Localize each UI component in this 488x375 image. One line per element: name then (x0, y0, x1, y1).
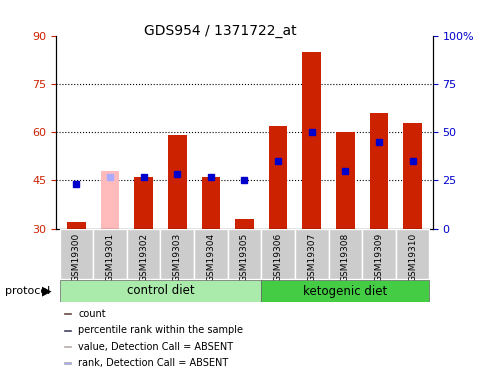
Text: GSM19308: GSM19308 (340, 233, 349, 282)
Bar (134, 177, 153, 229)
Bar (126, 229, 160, 279)
Text: protocol: protocol (5, 286, 50, 296)
Text: GSM19309: GSM19309 (374, 233, 383, 282)
Text: ▶: ▶ (41, 285, 51, 297)
Bar (403, 123, 421, 229)
Bar (362, 229, 395, 279)
Text: GSM19306: GSM19306 (273, 233, 282, 282)
Bar (395, 229, 428, 279)
Text: GSM19305: GSM19305 (240, 233, 248, 282)
Bar (235, 219, 253, 229)
Text: value, Detection Call = ABSENT: value, Detection Call = ABSENT (78, 342, 233, 352)
Text: GSM19301: GSM19301 (105, 233, 114, 282)
Text: GSM19304: GSM19304 (206, 233, 215, 282)
Bar (194, 229, 227, 279)
Bar (268, 126, 287, 229)
Bar (60, 280, 261, 302)
Text: GSM19310: GSM19310 (407, 233, 416, 282)
Text: percentile rank within the sample: percentile rank within the sample (78, 325, 243, 335)
Text: GSM19300: GSM19300 (72, 233, 81, 282)
Text: GSM19307: GSM19307 (306, 233, 316, 282)
Bar (63, 330, 70, 331)
Bar (67, 222, 85, 229)
Text: rank, Detection Call = ABSENT: rank, Detection Call = ABSENT (78, 358, 228, 368)
Bar (335, 132, 354, 229)
Bar (93, 229, 126, 279)
Text: control diet: control diet (126, 285, 194, 297)
Text: GDS954 / 1371722_at: GDS954 / 1371722_at (143, 24, 296, 38)
Text: GSM19303: GSM19303 (172, 233, 182, 282)
Bar (63, 346, 70, 347)
Text: count: count (78, 309, 105, 319)
Text: GSM19302: GSM19302 (139, 233, 148, 282)
Bar (101, 171, 119, 229)
Bar (201, 177, 220, 229)
Text: ketogenic diet: ketogenic diet (303, 285, 386, 297)
Bar (294, 229, 328, 279)
Bar (261, 280, 428, 302)
Bar (369, 113, 387, 229)
Bar (227, 229, 261, 279)
Bar (261, 229, 294, 279)
Bar (160, 229, 194, 279)
Bar (302, 52, 320, 229)
Bar (60, 229, 93, 279)
Bar (63, 313, 70, 314)
Bar (328, 229, 362, 279)
Bar (168, 135, 186, 229)
Bar (63, 363, 70, 364)
